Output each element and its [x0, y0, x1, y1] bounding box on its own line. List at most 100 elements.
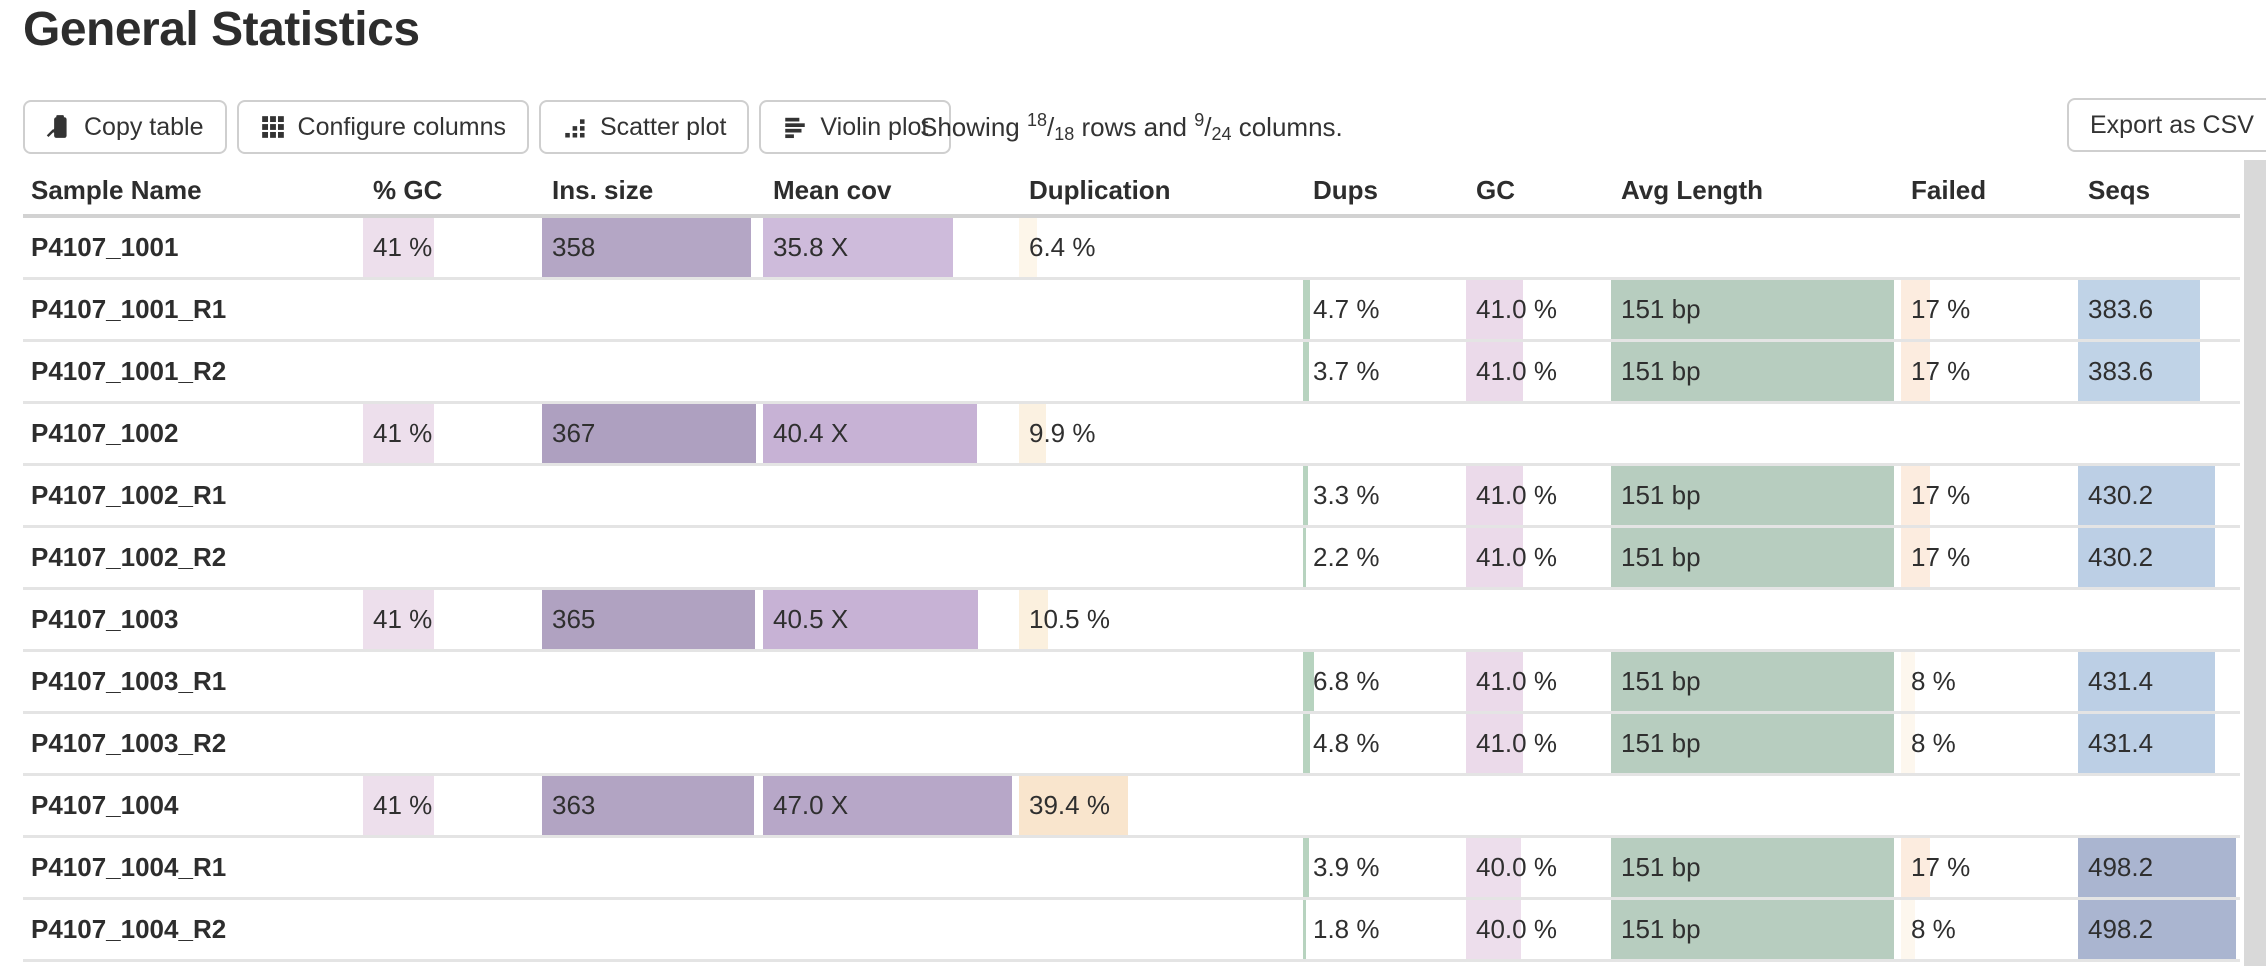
cell-pct_gc: 41 %	[360, 402, 539, 466]
cell-dups: 6.8 %	[1300, 650, 1463, 714]
cell-ins_size	[539, 898, 760, 962]
cell-value: 41.0 %	[1476, 666, 1557, 696]
table-row: P4107_1003_R2 4.8 % 41.0 % 151 bp 8 % 431.4	[23, 712, 2240, 776]
scatter-plot-button[interactable]: Scatter plot	[538, 100, 750, 154]
cell-sample[interactable]: P4107_1003_R2	[23, 712, 360, 776]
export-csv-button[interactable]: Export as CSV	[2067, 98, 2266, 152]
cell-mean_cov	[760, 340, 1016, 404]
column-header-failed[interactable]: Failed	[1898, 166, 2075, 218]
copy-table-button[interactable]: Copy table	[23, 100, 227, 154]
value-bar	[363, 404, 434, 462]
cell-value: 17 %	[1911, 294, 1971, 324]
sample-name: P4107_1001_R2	[31, 356, 227, 386]
column-header-duplication[interactable]: Duplication	[1016, 166, 1300, 218]
cell-seqs	[2075, 216, 2240, 280]
cell-value: 40.4 X	[773, 418, 849, 448]
column-header-avg_length[interactable]: Avg Length	[1608, 166, 1898, 218]
column-header-ins_size[interactable]: Ins. size	[539, 166, 760, 218]
value-bar	[1611, 838, 1894, 896]
cell-dups: 1.8 %	[1300, 898, 1463, 962]
sample-name: P4107_1004_R2	[31, 914, 227, 944]
cell-ins_size: 358	[539, 216, 760, 280]
page-title: General Statistics	[23, 3, 420, 56]
cell-ins_size	[539, 712, 760, 776]
value-bar	[1466, 900, 1521, 958]
cell-seqs	[2075, 774, 2240, 838]
table-row: P4107_1002 41 % 367 40.4 X 9.9 %	[23, 402, 2240, 466]
cell-pct_gc: 41 %	[360, 774, 539, 838]
table-row: P4107_1002_R2 2.2 % 41.0 % 151 bp 17 % 430.2	[23, 526, 2240, 590]
column-header-mean_cov[interactable]: Mean cov	[760, 166, 1016, 218]
cell-value: 17 %	[1911, 542, 1971, 572]
cell-value: 151 bp	[1621, 914, 1701, 944]
vertical-scrollbar[interactable]	[2244, 160, 2266, 966]
violin-plot-button[interactable]: Violin plot	[759, 100, 952, 154]
cell-ins_size: 365	[539, 588, 760, 652]
value-bar	[1611, 652, 1894, 710]
value-bar	[363, 776, 434, 834]
cell-value: 40.0 %	[1476, 852, 1557, 882]
cell-ins_size	[539, 836, 760, 900]
cell-mean_cov	[760, 526, 1016, 590]
showing-text: Showing 18/18 rows and 9/24 columns.	[920, 109, 1343, 144]
cell-sample[interactable]: P4107_1001_R2	[23, 340, 360, 404]
cell-sample[interactable]: P4107_1002_R2	[23, 526, 360, 590]
cell-pct_gc	[360, 464, 539, 528]
table-row: P4107_1004_R2 1.8 % 40.0 % 151 bp 8 % 498.2	[23, 898, 2240, 962]
cell-gc: 41.0 %	[1463, 650, 1608, 714]
value-bar	[1303, 838, 1309, 896]
cell-value: 8 %	[1911, 666, 1956, 696]
cell-mean_cov	[760, 712, 1016, 776]
cell-sample[interactable]: P4107_1001	[23, 216, 360, 280]
value-bar	[542, 218, 751, 276]
cell-value: 41 %	[373, 232, 433, 262]
cell-failed	[1898, 216, 2075, 280]
cell-value: 151 bp	[1621, 480, 1701, 510]
cols-total: 24	[1211, 123, 1232, 144]
cell-value: 41.0 %	[1476, 480, 1557, 510]
cell-sample[interactable]: P4107_1004	[23, 774, 360, 838]
cell-ins_size	[539, 278, 760, 342]
cell-dups	[1300, 402, 1463, 466]
cell-sample[interactable]: P4107_1002	[23, 402, 360, 466]
cell-seqs	[2075, 402, 2240, 466]
cell-sample[interactable]: P4107_1003_R1	[23, 650, 360, 714]
value-bar	[1303, 342, 1309, 400]
cell-value: 151 bp	[1621, 356, 1701, 386]
cell-avg_length: 151 bp	[1608, 464, 1898, 528]
cell-value: 41 %	[373, 604, 433, 634]
value-bar	[1901, 466, 1930, 524]
cell-sample[interactable]: P4107_1004_R1	[23, 836, 360, 900]
cell-avg_length	[1608, 588, 1898, 652]
value-bar	[1901, 652, 1915, 710]
cell-value: 17 %	[1911, 356, 1971, 386]
column-header-sample[interactable]: Sample Name	[23, 166, 360, 218]
column-header-seqs[interactable]: Seqs	[2075, 166, 2240, 218]
cell-value: 41.0 %	[1476, 542, 1557, 572]
cell-sample[interactable]: P4107_1002_R1	[23, 464, 360, 528]
cell-mean_cov: 35.8 X	[760, 216, 1016, 280]
cell-sample[interactable]: P4107_1003	[23, 588, 360, 652]
cell-gc: 41.0 %	[1463, 278, 1608, 342]
cell-value: 151 bp	[1621, 666, 1701, 696]
value-bar	[1303, 280, 1310, 338]
cell-mean_cov: 40.4 X	[760, 402, 1016, 466]
cell-gc: 41.0 %	[1463, 712, 1608, 776]
value-bar	[1466, 838, 1521, 896]
cell-seqs	[2075, 588, 2240, 652]
column-header-gc[interactable]: GC	[1463, 166, 1608, 218]
cell-pct_gc	[360, 526, 539, 590]
export-csv-label: Export as CSV	[2090, 110, 2254, 139]
cell-value: 430.2	[2088, 480, 2154, 510]
cell-value: 4.7 %	[1313, 294, 1380, 324]
cell-sample[interactable]: P4107_1001_R1	[23, 278, 360, 342]
column-header-dups[interactable]: Dups	[1300, 166, 1463, 218]
configure-columns-button[interactable]: Configure columns	[236, 100, 529, 154]
cell-sample[interactable]: P4107_1004_R2	[23, 898, 360, 962]
cell-value: 431.4	[2088, 728, 2154, 758]
column-header-pct_gc[interactable]: % GC	[360, 166, 539, 218]
cell-ins_size	[539, 526, 760, 590]
cell-value: 151 bp	[1621, 294, 1701, 324]
cell-value: 41 %	[373, 418, 433, 448]
value-bar	[1901, 280, 1930, 338]
